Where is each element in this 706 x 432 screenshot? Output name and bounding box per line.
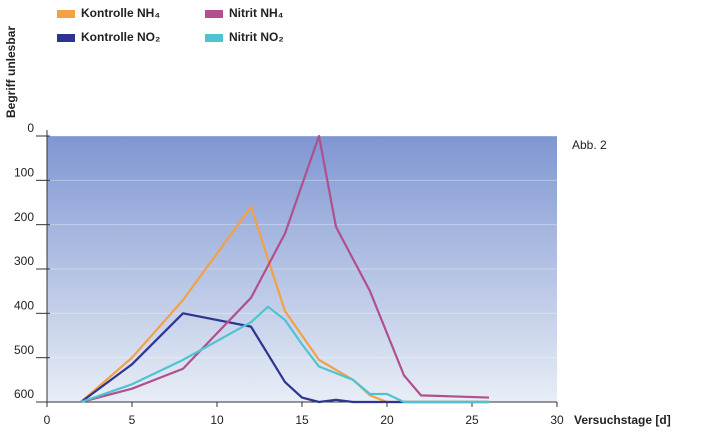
- y-tick-label: 500: [14, 343, 34, 357]
- x-tick-label: 0: [44, 413, 51, 427]
- legend-text: Nitrit NO₂: [229, 30, 284, 44]
- x-axis-title: Versuchstage [d]: [574, 413, 671, 427]
- legend-swatch: [57, 10, 75, 18]
- chart: Begriff unlesbar Versuchstage [d] Abb. 2…: [0, 0, 706, 432]
- y-tick-label: 400: [14, 299, 34, 313]
- y-tick-label: 300: [14, 254, 34, 268]
- x-tick-label: 15: [295, 413, 309, 427]
- legend-swatch: [57, 34, 75, 42]
- legend-text: Kontrolle NO₂: [81, 30, 160, 44]
- y-axis-title: Begriff unlesbar: [4, 26, 18, 118]
- legend-text: Nitrit NH₄: [229, 6, 284, 20]
- y-tick-label: 200: [14, 210, 34, 224]
- annotation: Abb. 2: [572, 138, 607, 152]
- x-tick-label: 20: [380, 413, 394, 427]
- y-tick-label: 600: [14, 387, 34, 401]
- legend-swatch: [205, 10, 223, 18]
- x-tick-label: 25: [465, 413, 479, 427]
- x-tick-label: 5: [129, 413, 136, 427]
- x-tick-label: 10: [210, 413, 224, 427]
- x-tick-label: 30: [550, 413, 564, 427]
- legend-swatch: [205, 34, 223, 42]
- y-tick-label: 100: [14, 166, 34, 180]
- legend-text: Kontrolle NH₄: [81, 6, 160, 20]
- y-tick-label: 0: [27, 121, 34, 135]
